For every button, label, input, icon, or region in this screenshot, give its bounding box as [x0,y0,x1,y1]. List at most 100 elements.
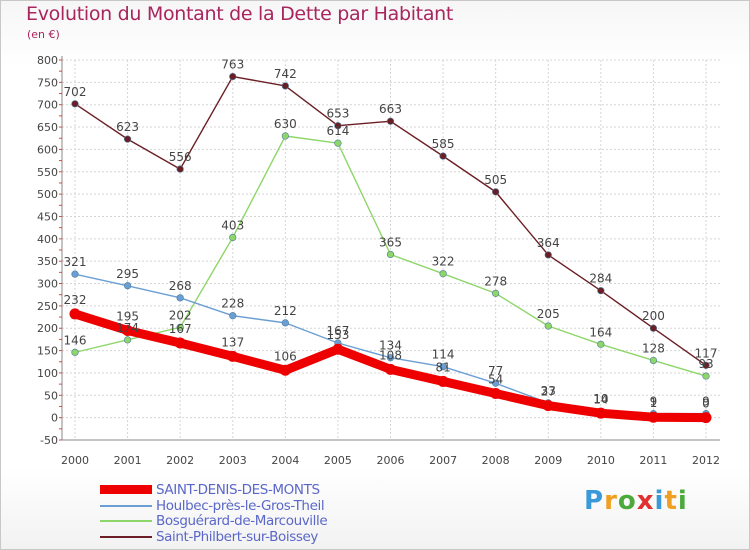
data-label: 205 [537,307,560,321]
data-point [176,294,184,302]
data-point [544,251,552,259]
data-label: 403 [221,218,244,232]
data-point [229,233,237,242]
proxiti-logo: Proxiti [584,486,688,516]
data-point [386,250,395,259]
data-label: 321 [64,255,87,269]
data-point [492,379,500,387]
data-point [702,361,710,369]
data-label: 134 [379,339,402,353]
data-label: 153 [326,328,349,342]
data-point [385,363,396,375]
x-tick-label: 2005 [324,454,352,467]
data-point [281,82,289,90]
data-point [122,324,134,336]
data-point [492,289,500,297]
logo-letter: i [677,486,688,516]
data-label: 284 [589,272,612,286]
data-point [334,122,342,130]
data-point [595,407,607,419]
y-tick-label: 550 [37,166,58,179]
data-label: 137 [221,335,244,349]
data-point [279,364,291,376]
data-point [439,270,447,278]
data-label: 146 [64,333,87,347]
logo-letter: P [584,486,605,516]
data-point [332,343,344,355]
logo-letter: r [604,486,618,516]
x-tick-label: 2007 [429,454,457,467]
logo-letter: o [617,486,637,516]
data-label: 505 [484,173,507,187]
data-label: 9 [702,395,710,409]
data-label: 195 [116,309,139,323]
y-tick-label: -50 [40,434,58,447]
y-tick-label: 500 [37,188,58,201]
data-label: 93 [698,357,713,371]
data-point [649,356,658,365]
data-label: 174 [116,321,139,335]
data-label: 653 [326,107,349,121]
logo-letter: t [664,486,678,516]
y-tick-label: 650 [37,121,58,134]
logo-letter: x [636,486,655,516]
data-label: 212 [274,304,297,318]
y-tick-label: 200 [37,322,58,335]
x-tick-label: 2001 [114,454,142,467]
data-point [281,132,289,140]
legend-swatch-houlbec [100,504,152,507]
data-point [386,354,395,362]
data-label: 614 [326,124,349,138]
y-tick-label: 0 [51,412,58,425]
data-point [492,188,500,196]
data-label: 81 [435,360,450,374]
y-tick-label: 700 [37,99,58,112]
data-point [174,337,186,349]
data-point [176,165,184,173]
legend-label-houlbec: Houlbec-près-le-Gros-Theil [156,497,325,514]
data-point [439,363,447,371]
data-point [281,319,289,327]
data-label: 702 [64,85,87,99]
chart-subtitle: (en €) [27,28,60,41]
data-label: 202 [169,308,192,322]
data-point [437,375,449,387]
y-tick-label: 400 [37,233,58,246]
y-tick-label: 50 [44,389,58,402]
data-point [647,411,659,423]
data-point [597,287,605,295]
data-label: 10 [593,392,608,406]
data-point [490,388,502,400]
data-label: 623 [116,120,139,134]
data-label: 0 [702,397,710,411]
y-tick-label: 300 [37,278,58,291]
data-point [227,350,239,362]
data-point [597,340,605,348]
data-point [439,152,447,160]
data-point [334,139,342,147]
data-label: 9 [650,395,658,409]
x-tick-label: 2008 [482,454,510,467]
data-label: 1 [650,396,658,410]
y-tick-label: 750 [37,76,58,89]
x-tick-label: 2004 [271,454,299,467]
data-point [386,117,395,125]
data-point [700,412,712,424]
x-tick-label: 2002 [166,454,194,467]
data-label: 295 [116,267,139,281]
x-tick-label: 2000 [61,454,89,467]
y-tick-label: 450 [37,210,58,223]
data-point [123,135,132,143]
data-label: 200 [642,309,665,323]
y-tick-label: 600 [37,143,58,156]
data-point [176,323,184,331]
x-tick-label: 2006 [377,454,405,467]
data-point [649,324,658,332]
data-label: 742 [274,67,297,81]
x-tick-label: 2003 [219,454,247,467]
data-label: 167 [326,324,349,338]
data-label: 128 [642,341,665,355]
data-label: 14 [593,392,608,406]
